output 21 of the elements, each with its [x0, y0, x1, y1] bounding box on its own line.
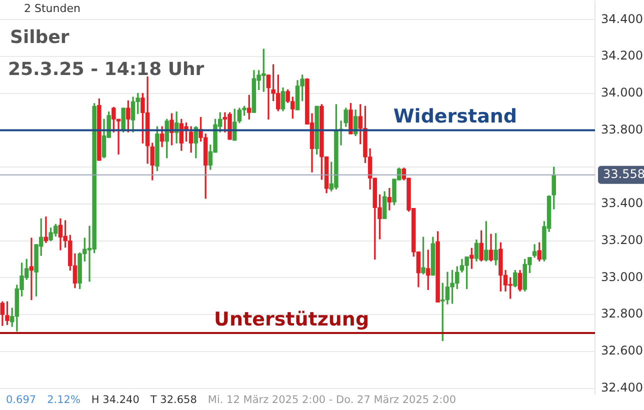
text: Mi. 12 März 2025 2:00 - Do. 27 März 2025 2:00 [208, 394, 456, 406]
y-tick-label: 32.800 [601, 306, 643, 321]
text: 25.3.25 - 14:18 Uhr [8, 59, 204, 80]
ref-line-label: Unterstützung [214, 308, 370, 330]
y-tick-label: 34.200 [601, 48, 643, 63]
ref-line-label: 33.558 [603, 166, 644, 181]
text: T 32.658 [150, 394, 197, 406]
y-tick-label: 33.000 [601, 270, 643, 284]
y-tick-label: 33.800 [601, 122, 643, 136]
text: Silber [10, 27, 70, 48]
text: H 34.240 [91, 394, 140, 406]
y-tick-label: 34.400 [601, 12, 643, 26]
text: 0.697 [6, 394, 36, 406]
y-tick-label: 32.600 [601, 344, 643, 358]
y-tick-label: 34.000 [601, 85, 643, 100]
ref-line-label: Widerstand [393, 106, 518, 128]
y-tick-label: 33.200 [601, 232, 643, 247]
y-tick-label: 32.400 [601, 380, 643, 394]
y-tick-label: 33.400 [601, 196, 643, 210]
text: 2.12% [47, 394, 80, 406]
annotation: 2 Stunden [24, 2, 80, 15]
